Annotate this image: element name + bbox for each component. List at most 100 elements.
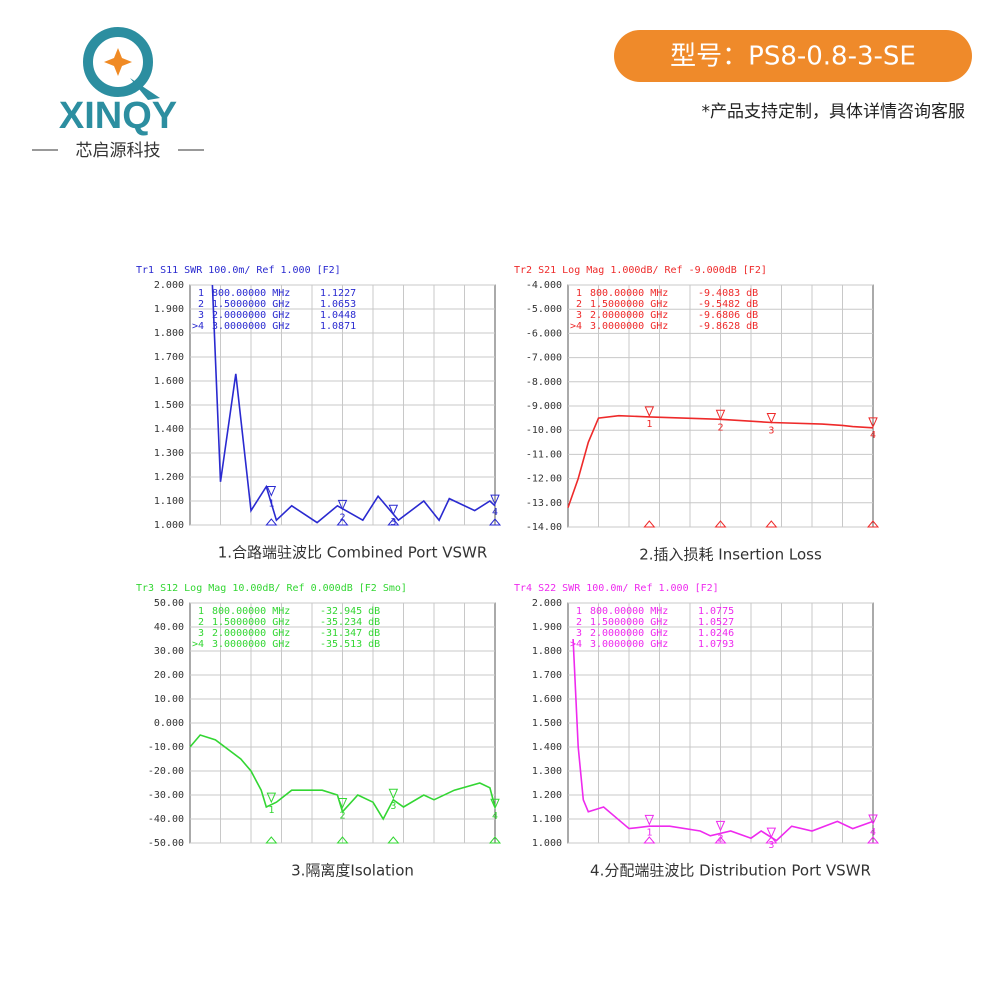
marker-triangle — [266, 486, 277, 497]
caption: 4.分配端驻波比 Distribution Port VSWR — [590, 862, 871, 880]
marker-stimulus: 800.00000 MHz — [212, 288, 290, 299]
y-tick-label: 1.200 — [154, 472, 184, 483]
axis-marker — [265, 518, 278, 526]
marker-id: 1 — [198, 288, 204, 299]
y-tick-label: -20.00 — [148, 766, 184, 777]
y-tick-label: -14.00 — [526, 522, 562, 533]
y-tick-label: 1.600 — [532, 694, 562, 705]
note: *产品支持定制，具体详情咨询客服 — [702, 102, 966, 122]
marker-response: 1.1227 — [320, 288, 356, 299]
y-tick-label: -7.000 — [526, 353, 562, 364]
marker-response: 1.0871 — [320, 321, 356, 332]
marker-id: 1 — [198, 606, 204, 617]
marker-tag: 2 — [717, 422, 723, 433]
y-tick-label: -50.00 — [148, 838, 184, 849]
marker-stimulus: 3.0000000 GHz — [590, 321, 668, 332]
marker-id: 1 — [576, 288, 582, 299]
axis-marker — [387, 836, 400, 844]
y-tick-label: -40.00 — [148, 814, 184, 825]
axis-marker — [714, 520, 727, 528]
marker-triangle — [644, 814, 655, 826]
marker-response: 1.0653 — [320, 299, 356, 310]
marker-stimulus: 800.00000 MHz — [212, 606, 290, 617]
marker-triangle — [766, 412, 777, 424]
marker-stimulus: 2.0000000 GHz — [590, 310, 668, 321]
vna-chart: 50.00 40.00 30.00 20.00 10.00 0.000 -10.00 -20.… — [136, 583, 502, 880]
marker-triangle — [337, 798, 348, 809]
y-tick-label: -13.00 — [526, 498, 562, 509]
y-tick-label: -9.000 — [526, 401, 562, 412]
y-tick-label: -6.000 — [526, 328, 562, 339]
axis-marker — [488, 518, 502, 526]
marker-triangle — [766, 827, 777, 839]
y-tick-label: 2.000 — [532, 598, 562, 609]
y-tick-label: -30.00 — [148, 790, 184, 801]
model-badge — [614, 30, 972, 82]
trace — [567, 414, 874, 508]
marker-tag: 1 — [268, 499, 274, 510]
vna-chart: 2.000 1.900 1.800 1.700 1.600 1.500 1.400 1.300… — [514, 583, 880, 880]
axis-marker — [336, 836, 349, 844]
marker-triangle — [337, 499, 348, 511]
y-tick-label: 1.200 — [532, 790, 562, 801]
marker-stimulus: 800.00000 MHz — [590, 288, 668, 299]
y-tick-label: 1.500 — [154, 400, 184, 411]
marker-stimulus: 1.5000000 GHz — [212, 299, 290, 310]
vna-chart: -4.000 -5.000 -6.000 -7.000 -8.000 -9.000 -10.… — [514, 265, 880, 564]
marker-triangle — [868, 417, 878, 429]
marker-triangle — [644, 406, 655, 418]
trace — [572, 638, 874, 842]
marker-id: 3 — [198, 628, 204, 639]
marker-triangle — [490, 494, 500, 506]
marker-tag: 4 — [492, 811, 498, 822]
vna-chart: 2.000 1.900 1.800 1.700 1.600 1.500 1.400 1.300… — [136, 265, 502, 562]
y-tick-label: 1.300 — [154, 448, 184, 459]
marker-id: >4 — [570, 639, 582, 650]
y-tick-label: 1.700 — [154, 352, 184, 363]
marker-id: 1 — [576, 606, 582, 617]
charts: 2.000 1.900 1.800 1.700 1.600 1.500 1.400 1.300… — [136, 265, 880, 880]
y-tick-label: -11.00 — [526, 449, 562, 460]
axis-marker — [765, 520, 778, 528]
marker-id: 3 — [576, 310, 582, 321]
marker-triangle — [715, 820, 726, 832]
y-tick-label: 1.100 — [532, 814, 562, 825]
marker-stimulus: 3.0000000 GHz — [590, 639, 668, 650]
marker-id: 3 — [198, 310, 204, 321]
marker-tag: 1 — [268, 805, 274, 816]
y-tick-label: 20.00 — [154, 670, 184, 681]
marker-id: 3 — [576, 628, 582, 639]
y-tick-label: -5.000 — [526, 304, 562, 315]
marker-response: -35.513 dB — [320, 639, 380, 650]
marker-id: 2 — [576, 617, 582, 628]
trace-header: Tr4 S22 SWR 100.0m/ Ref 1.000 [F2] — [514, 583, 719, 594]
y-tick-label: 1.400 — [532, 742, 562, 753]
logo-star — [104, 48, 132, 76]
caption: 2.插入损耗 Insertion Loss — [639, 546, 822, 564]
marker-stimulus: 1.5000000 GHz — [590, 299, 668, 310]
marker-id: 2 — [198, 299, 204, 310]
y-tick-label: 50.00 — [154, 598, 184, 609]
marker-triangle — [388, 504, 399, 516]
y-tick-label: 1.900 — [154, 304, 184, 315]
brand-name: 芯启源科技 — [76, 141, 161, 161]
axis-marker — [387, 518, 400, 526]
marker-tag: 2 — [717, 833, 723, 844]
marker-response: 1.0448 — [320, 310, 356, 321]
axis-marker — [714, 836, 727, 844]
marker-id: 2 — [198, 617, 204, 628]
axis-marker — [488, 836, 502, 844]
marker-triangle — [715, 409, 726, 421]
marker-triangle — [868, 814, 878, 826]
y-tick-label: 1.800 — [154, 328, 184, 339]
marker-stimulus: 1.5000000 GHz — [212, 617, 290, 628]
y-tick-label: -8.000 — [526, 377, 562, 388]
logo-tail — [130, 78, 160, 100]
marker-stimulus: 800.00000 MHz — [590, 606, 668, 617]
marker-response: 1.0775 — [698, 606, 734, 617]
marker-tag: 4 — [870, 827, 876, 838]
y-tick-label: 1.900 — [532, 622, 562, 633]
marker-stimulus: 1.5000000 GHz — [590, 617, 668, 628]
axis-marker — [265, 836, 278, 844]
marker-response: -9.5482 dB — [698, 299, 758, 310]
